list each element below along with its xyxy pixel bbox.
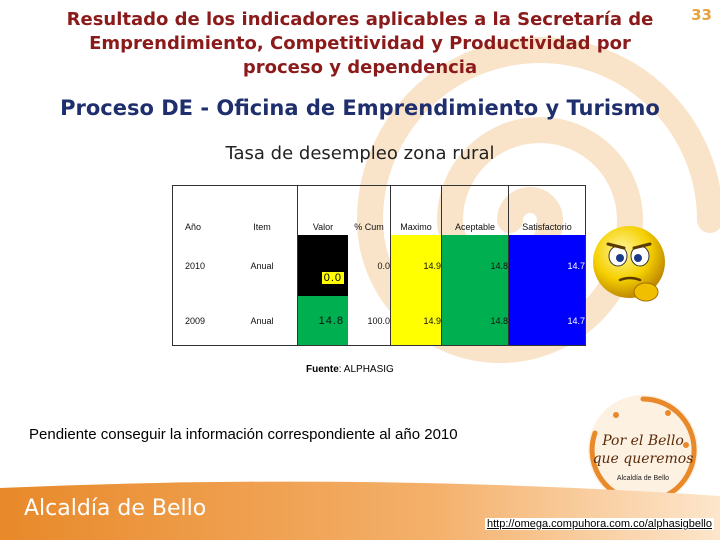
cell-item: Anual [250, 260, 274, 271]
cell-value-text: 14.8 [318, 314, 344, 327]
logo-line-1: Por el Bello [602, 433, 684, 449]
header-cum: % Cum [354, 222, 384, 232]
source-text: : ALPHASIG [338, 364, 394, 375]
footer-url-link[interactable]: http://omega.compuhora.com.co/alphasigbe… [484, 518, 714, 530]
cell-max: 14.9 [390, 296, 442, 346]
cell-max: 14.9 [390, 235, 442, 296]
header-year: Año [185, 222, 202, 232]
logo-line-3: Alcaldía de Bello [616, 475, 670, 482]
cell-value: 0.0 [297, 235, 348, 296]
footer-brand: Alcaldía de Bello [24, 496, 207, 521]
cell-value-text: 0.0 [321, 272, 344, 284]
logo-line-2: que queremos [592, 451, 694, 467]
indicator-subtitle: Tasa de desempleo zona rural [225, 143, 495, 164]
source-label: Fuente [306, 364, 339, 375]
cell-satisfactory: 14.7 [508, 235, 586, 296]
cell-value: 14.8 [297, 296, 348, 346]
header-satisfactory: Satisfactorio [508, 185, 586, 235]
cell-acceptable: 14.8 [441, 296, 509, 346]
swirl-logo-icon [588, 395, 698, 505]
cell-cum: 100.0 [367, 315, 390, 326]
page-number: 33 [691, 6, 712, 24]
cell-year: 2010 [185, 260, 206, 271]
page-title: Resultado de los indicadores aplicables … [66, 9, 654, 78]
header-acceptable: Aceptable [441, 185, 509, 235]
table-row: 2010 Anual 0.0 0.0 14.9 14.8 14.7 [173, 235, 586, 296]
header-value: Valor [297, 185, 348, 235]
por-el-bello-logo: Por el Bello que queremos Alcaldía de Be… [586, 393, 700, 508]
worried-smiley-icon [593, 226, 665, 302]
cell-acceptable: 14.8 [441, 235, 509, 296]
table-row: 2009 Anual 14.8 100.0 14.9 14.8 14.7 [173, 296, 586, 346]
indicators-table: Año Item Valor % Cum Maximo Aceptable Sa… [172, 185, 586, 346]
pending-note: Pendiente conseguir la información corre… [29, 426, 458, 443]
header-max: Maximo [390, 185, 442, 235]
process-title: Proceso DE - Oficina de Emprendimiento y… [60, 96, 660, 120]
cell-satisfactory: 14.7 [508, 296, 586, 346]
cell-item: Anual [250, 315, 274, 326]
cell-year: 2009 [185, 315, 206, 326]
table-header-row: Año Item Valor % Cum Maximo Aceptable Sa… [173, 185, 586, 235]
source-note: Fuente: ALPHASIG [306, 364, 394, 375]
header-item: Item [253, 222, 271, 232]
cell-cum: 0.0 [377, 260, 390, 271]
